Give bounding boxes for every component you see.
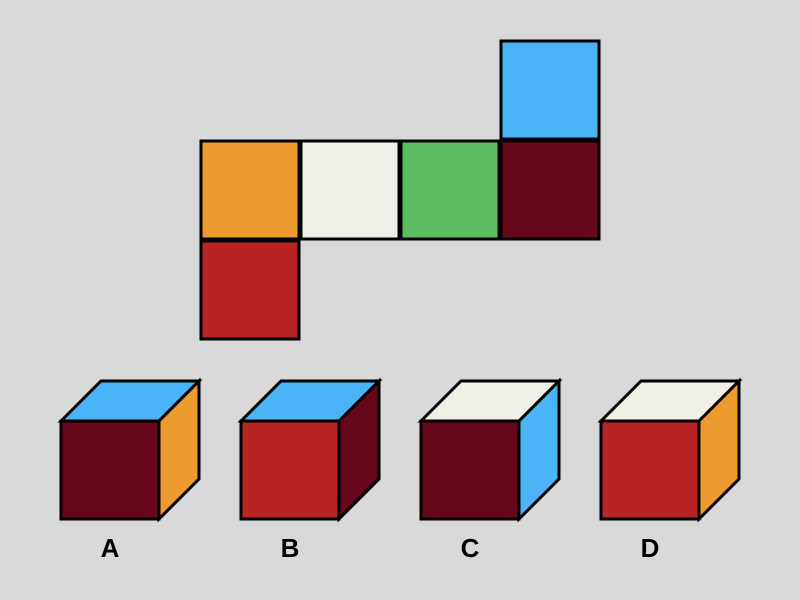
option-a-label: A	[101, 533, 120, 563]
option-c-label: C	[461, 533, 480, 563]
option-c-front-face	[419, 419, 521, 521]
option-b-front-face	[239, 419, 341, 521]
net-face-blue	[499, 39, 601, 141]
option-d-front-face	[599, 419, 701, 521]
cube-net	[199, 39, 601, 341]
net-face-maroon	[499, 139, 601, 241]
option-d-label: D	[641, 533, 660, 563]
net-face-green	[399, 139, 501, 241]
option-b-label: B	[281, 533, 300, 563]
net-face-red	[199, 239, 301, 341]
option-a-front-face	[59, 419, 161, 521]
option-c-cube[interactable]: C	[417, 377, 563, 563]
option-d-cube[interactable]: D	[597, 377, 743, 563]
net-face-cream	[299, 139, 401, 241]
option-b-cube[interactable]: B	[237, 377, 383, 563]
option-a-cube[interactable]: A	[57, 377, 203, 563]
net-face-orange	[199, 139, 301, 241]
